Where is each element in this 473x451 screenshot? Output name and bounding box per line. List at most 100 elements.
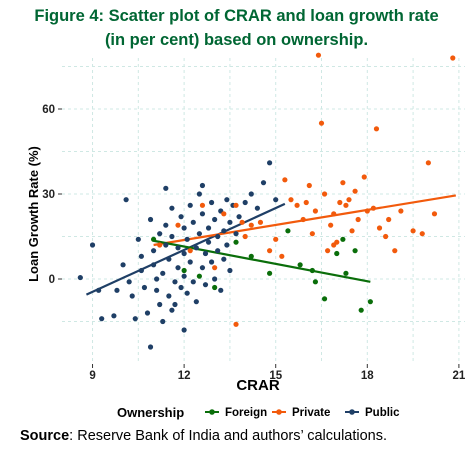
point-private xyxy=(398,208,404,214)
point-foreign xyxy=(312,279,319,285)
point-public xyxy=(154,287,160,293)
point-public xyxy=(254,205,260,211)
point-private xyxy=(425,160,431,166)
point-private xyxy=(352,188,358,194)
point-foreign xyxy=(343,270,349,276)
point-public xyxy=(184,236,190,242)
point-private xyxy=(315,52,322,58)
point-public xyxy=(208,199,215,206)
point-public xyxy=(212,216,218,223)
trend-line-foreign xyxy=(153,239,371,283)
point-public xyxy=(169,205,175,211)
point-private xyxy=(355,216,361,223)
point-public xyxy=(157,231,163,237)
point-public xyxy=(227,267,233,274)
point-private xyxy=(199,202,206,208)
point-private xyxy=(157,242,163,248)
point-private xyxy=(294,202,300,208)
point-public xyxy=(175,245,181,251)
point-public xyxy=(224,242,230,248)
point-private xyxy=(175,222,181,228)
y-axis-ticks: 0 30 60 xyxy=(42,104,62,286)
point-public xyxy=(248,191,254,197)
x-tick-label: 9 xyxy=(89,370,95,382)
point-public xyxy=(154,276,160,282)
point-private xyxy=(187,248,193,254)
point-public xyxy=(163,185,169,191)
point-private xyxy=(331,211,337,217)
point-public xyxy=(199,265,206,271)
point-public xyxy=(77,274,83,281)
point-public xyxy=(193,299,199,305)
point-public xyxy=(190,219,196,225)
point-foreign xyxy=(340,236,346,242)
legend-title: Ownership xyxy=(117,405,184,420)
point-foreign xyxy=(181,267,187,274)
point-public xyxy=(132,316,138,322)
point-private xyxy=(361,174,367,180)
point-public xyxy=(199,211,206,217)
point-private xyxy=(306,182,312,189)
point-private xyxy=(248,222,254,228)
point-public xyxy=(202,250,209,257)
point-public xyxy=(233,231,239,237)
point-private xyxy=(279,253,285,259)
point-public xyxy=(166,293,172,299)
point-public xyxy=(163,222,169,228)
point-private xyxy=(431,211,438,217)
point-public xyxy=(181,225,187,231)
point-public xyxy=(138,253,144,259)
data-points xyxy=(77,52,456,350)
point-private xyxy=(328,222,334,228)
point-private xyxy=(386,216,392,223)
x-tick-label: 21 xyxy=(452,370,465,382)
point-public xyxy=(187,259,193,265)
point-private xyxy=(419,231,425,237)
point-public xyxy=(181,273,187,279)
point-public xyxy=(267,160,273,166)
point-public xyxy=(221,228,227,234)
point-private xyxy=(383,233,389,240)
point-public xyxy=(236,214,242,220)
point-public xyxy=(126,279,132,285)
point-private xyxy=(212,265,218,271)
point-private xyxy=(340,180,346,186)
point-public xyxy=(273,197,279,203)
point-private xyxy=(370,205,377,211)
point-public xyxy=(99,316,105,322)
point-public xyxy=(169,233,175,240)
point-public xyxy=(147,344,154,350)
legend-key-dot-foreign xyxy=(209,409,215,415)
source-note: Source: Reserve Bank of India and author… xyxy=(20,428,387,444)
source-label: Source xyxy=(20,428,70,444)
y-tick-label: 0 xyxy=(49,274,55,286)
point-public xyxy=(123,197,129,203)
point-public xyxy=(242,199,248,206)
trend-line-public xyxy=(85,202,286,296)
point-public xyxy=(160,270,166,276)
point-public xyxy=(178,284,184,291)
point-public xyxy=(196,231,202,237)
point-private xyxy=(239,219,245,225)
point-private xyxy=(349,228,355,234)
point-private xyxy=(392,248,398,254)
point-public xyxy=(135,236,141,242)
point-public xyxy=(178,214,184,220)
x-tick-label: 12 xyxy=(178,370,191,382)
legend: Ownership Foreign Private Public xyxy=(117,405,400,420)
point-public xyxy=(184,290,190,296)
point-private xyxy=(337,199,343,206)
figure-title-line-1: Figure 4: Scatter plot of CRAR and loan … xyxy=(34,7,439,25)
point-private xyxy=(242,233,248,240)
point-public xyxy=(181,327,187,333)
point-private xyxy=(233,202,239,208)
point-public xyxy=(163,242,169,248)
point-public xyxy=(157,301,163,308)
point-public xyxy=(129,293,135,299)
point-public xyxy=(187,202,193,208)
point-foreign xyxy=(267,270,273,276)
figure-title-line-2: (in per cent) based on ownership. xyxy=(104,31,369,49)
grid-lines xyxy=(62,58,465,364)
point-private xyxy=(364,208,370,214)
point-public xyxy=(169,307,175,313)
